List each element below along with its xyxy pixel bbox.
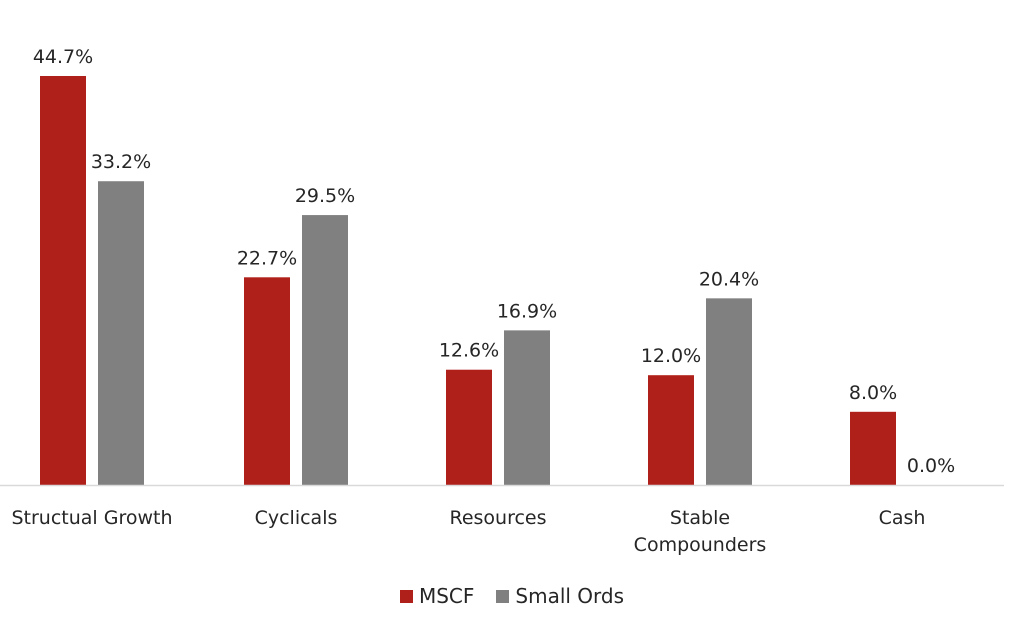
- legend-item-series-2: Small Ords: [496, 584, 624, 608]
- bar-series-1-category-2: [244, 277, 290, 485]
- bar-series-2-category-1: [98, 181, 144, 485]
- data-label-series-2-category-3: 16.9%: [497, 300, 557, 322]
- legend-label-series-1: MSCF: [418, 584, 475, 608]
- chart-legend: MSCF Small Ords: [0, 584, 1024, 608]
- data-label-series-2-category-2: 29.5%: [295, 185, 355, 207]
- data-label-series-2-category-1: 33.2%: [91, 151, 151, 173]
- data-label-series-1-category-5: 8.0%: [849, 382, 897, 404]
- data-label-series-1-category-1: 44.7%: [33, 46, 93, 68]
- x-tick-label-4: Stable Compounders: [634, 507, 767, 556]
- legend-swatch-series-1: [399, 589, 413, 603]
- bar-series-1-category-3: [446, 369, 492, 485]
- bar-series-2-category-4: [706, 298, 752, 485]
- legend-item-series-1: MSCF: [399, 584, 475, 608]
- data-label-series-1-category-4: 12.0%: [641, 345, 701, 367]
- x-tick-label-2: Cyclicals: [255, 507, 338, 529]
- bar-series-2-category-2: [302, 215, 348, 485]
- x-tick-label-5: Cash: [879, 507, 926, 529]
- bar-series-2-category-3: [504, 330, 550, 485]
- bar-series-1-category-4: [648, 375, 694, 485]
- x-tick-label-3: Resources: [449, 507, 546, 529]
- bar-series-1-category-1: [40, 75, 86, 486]
- data-label-series-2-category-4: 20.4%: [699, 268, 759, 290]
- data-label-series-2-category-5: 0.0%: [907, 455, 955, 477]
- x-tick-label-1: Structual Growth: [11, 507, 172, 529]
- data-label-series-1-category-2: 22.7%: [237, 247, 297, 269]
- legend-swatch-series-2: [496, 589, 510, 603]
- data-label-series-1-category-3: 12.6%: [439, 340, 499, 362]
- legend-label-series-2: Small Ords: [515, 584, 625, 608]
- bar-series-1-category-5: [850, 411, 896, 485]
